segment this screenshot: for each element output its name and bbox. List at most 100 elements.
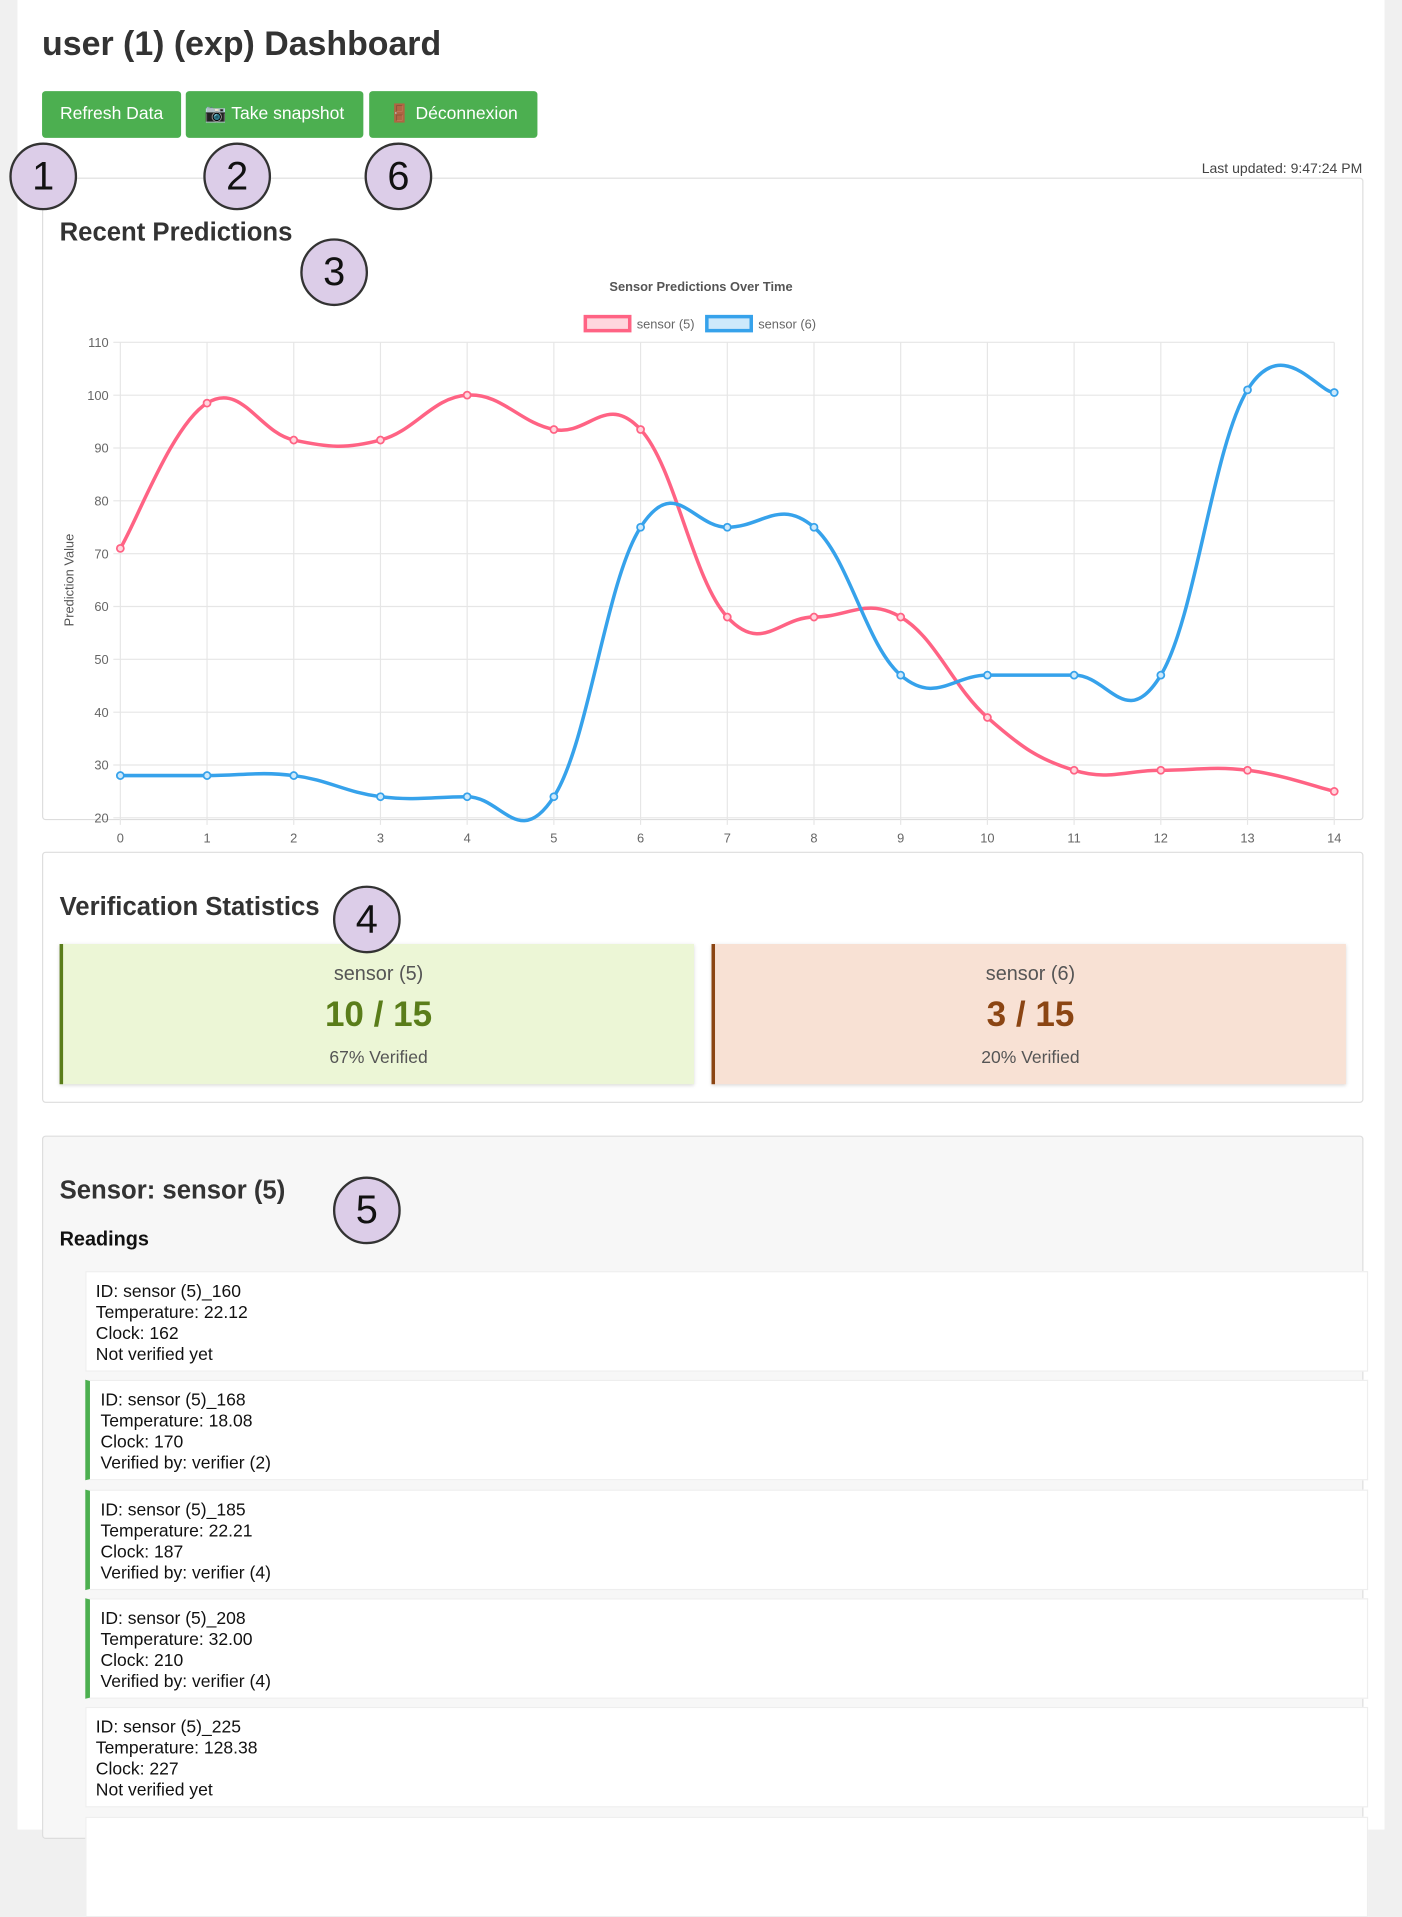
data-point <box>462 390 472 400</box>
legend-label: sensor (5) <box>637 316 695 331</box>
reading-card: ID: sensor (5)_168 Temperature: 18.08 Cloc… <box>85 1380 1369 1481</box>
reading-card: ID: sensor (5)_160 Temperature: 22.12 Cloc… <box>85 1271 1369 1372</box>
x-tick-label: 7 <box>724 830 731 845</box>
reading-line: Not verified yet <box>95 1344 213 1365</box>
annotation: 4 <box>332 885 401 954</box>
x-tick-label: 12 <box>1154 830 1168 845</box>
prediction-chart: Sensor Predictions Over Time203040506070… <box>62 279 1342 869</box>
y-tick-label: 70 <box>94 546 108 561</box>
chart-title: Sensor Predictions Over Time <box>609 279 792 294</box>
y-tick-label: 30 <box>94 758 108 773</box>
data-point <box>722 612 732 622</box>
x-tick-label: 8 <box>810 830 817 845</box>
data-point <box>549 425 559 434</box>
x-tick-label: 0 <box>117 830 124 845</box>
sensor-heading: Sensor: sensor (5) <box>59 1175 286 1205</box>
stat-box: sensor (6) 3 / 15 20% Verified <box>711 944 1346 1085</box>
annotation: 2 <box>203 142 272 211</box>
reading-line: Clock: 162 <box>95 1323 179 1344</box>
reading-line: Clock: 210 <box>100 1650 184 1671</box>
reading-line: Not verified yet <box>95 1780 213 1801</box>
reading-line: Verified by: verifier (4) <box>100 1671 271 1692</box>
reading-card: ID: sensor (5)_185 Temperature: 22.21 Cloc… <box>85 1489 1369 1590</box>
x-tick-label: 10 <box>980 830 994 845</box>
data-point <box>636 425 645 434</box>
reading-line: ID: sensor (5)_168 <box>100 1390 246 1411</box>
data-point <box>115 543 125 553</box>
predictions-card: Recent Predictions <box>42 177 1364 821</box>
viewport: user (1) (exp) Dashboard Refresh Data 📷 … <box>9 0 1385 1917</box>
reading-line: Temperature: 22.12 <box>95 1302 248 1323</box>
x-tick-label: 9 <box>897 830 904 845</box>
legend-swatch <box>583 314 632 333</box>
data-point <box>1069 670 1079 680</box>
data-point <box>549 792 559 802</box>
data-point <box>1329 388 1339 397</box>
x-tick-label: 2 <box>290 830 297 845</box>
x-tick-label: 4 <box>464 830 471 845</box>
reading-line: Verified by: verifier (2) <box>100 1453 271 1474</box>
data-point <box>809 612 819 622</box>
reading-line: Verified by: verifier (4) <box>100 1562 271 1583</box>
reading-line: ID: sensor (5)_160 <box>95 1281 241 1302</box>
data-point <box>1156 765 1166 775</box>
legend-label: sensor (6) <box>758 316 816 331</box>
sensor-card: Sensor: sensor (5) Readings ID: sensor (… <box>42 1135 1369 1917</box>
reading-card <box>85 1816 1369 1917</box>
data-point <box>1329 787 1339 796</box>
reading-line: Temperature: 18.08 <box>100 1411 253 1432</box>
refresh-button[interactable]: Refresh Data <box>42 91 182 138</box>
data-point <box>376 792 385 802</box>
section-heading: Verification Statistics <box>59 891 320 921</box>
stat-box: sensor (5) 10 / 15 67% Verified <box>59 944 694 1085</box>
x-tick-label: 14 <box>1327 830 1341 845</box>
data-point <box>1243 765 1252 775</box>
y-tick-label: 40 <box>94 705 108 720</box>
data-point <box>896 670 906 680</box>
annotation: 3 <box>300 238 369 307</box>
reading-line: ID: sensor (5)_208 <box>100 1608 246 1629</box>
y-tick-label: 20 <box>94 811 108 826</box>
data-point <box>202 398 212 408</box>
data-point <box>983 670 992 680</box>
series-line <box>118 393 1335 794</box>
data-point <box>809 522 819 532</box>
data-point <box>1243 385 1252 395</box>
reading-line: ID: sensor (5)_225 <box>95 1717 241 1738</box>
data-point <box>289 435 299 445</box>
data-point <box>983 713 992 722</box>
y-tick-label: 50 <box>94 652 108 667</box>
legend-swatch <box>705 314 753 333</box>
data-point <box>289 771 299 780</box>
data-point <box>1069 765 1079 775</box>
snapshot-button[interactable]: 📷 Take snapshot <box>185 91 364 138</box>
data-point <box>202 771 212 780</box>
x-tick-label: 11 <box>1067 830 1080 845</box>
reading-line: Temperature: 22.21 <box>100 1520 253 1541</box>
data-point <box>722 522 732 532</box>
x-tick-label: 1 <box>203 830 210 845</box>
readings-heading: Readings <box>59 1227 149 1251</box>
y-tick-label: 90 <box>94 441 108 456</box>
annotation: 1 <box>9 142 78 211</box>
reading-line: Clock: 227 <box>95 1759 179 1780</box>
stat-name: sensor (6) <box>985 962 1076 985</box>
logout-button[interactable]: 🚪 Déconnexion <box>369 91 538 138</box>
y-tick-label: 110 <box>88 335 108 350</box>
x-tick-label: 6 <box>637 830 644 845</box>
annotation: 6 <box>364 142 433 211</box>
stat-percent: 20% Verified <box>981 1047 1080 1068</box>
x-tick-label: 3 <box>377 830 384 845</box>
reading-line: Clock: 187 <box>100 1541 184 1562</box>
stat-name: sensor (5) <box>333 962 424 985</box>
reading-line: Clock: 170 <box>100 1432 184 1453</box>
data-point <box>636 522 645 532</box>
stat-percent: 67% Verified <box>329 1047 428 1068</box>
x-tick-label: 13 <box>1240 830 1254 845</box>
reading-line: ID: sensor (5)_185 <box>100 1499 246 1520</box>
reading-line: Temperature: 32.00 <box>100 1629 253 1650</box>
last-updated: Last updated: 9:47:24 PM <box>1201 160 1363 177</box>
y-axis-label: Prediction Value <box>62 534 77 627</box>
page: user (1) (exp) Dashboard Refresh Data 📷 … <box>9 0 1385 1917</box>
data-point <box>896 612 906 622</box>
